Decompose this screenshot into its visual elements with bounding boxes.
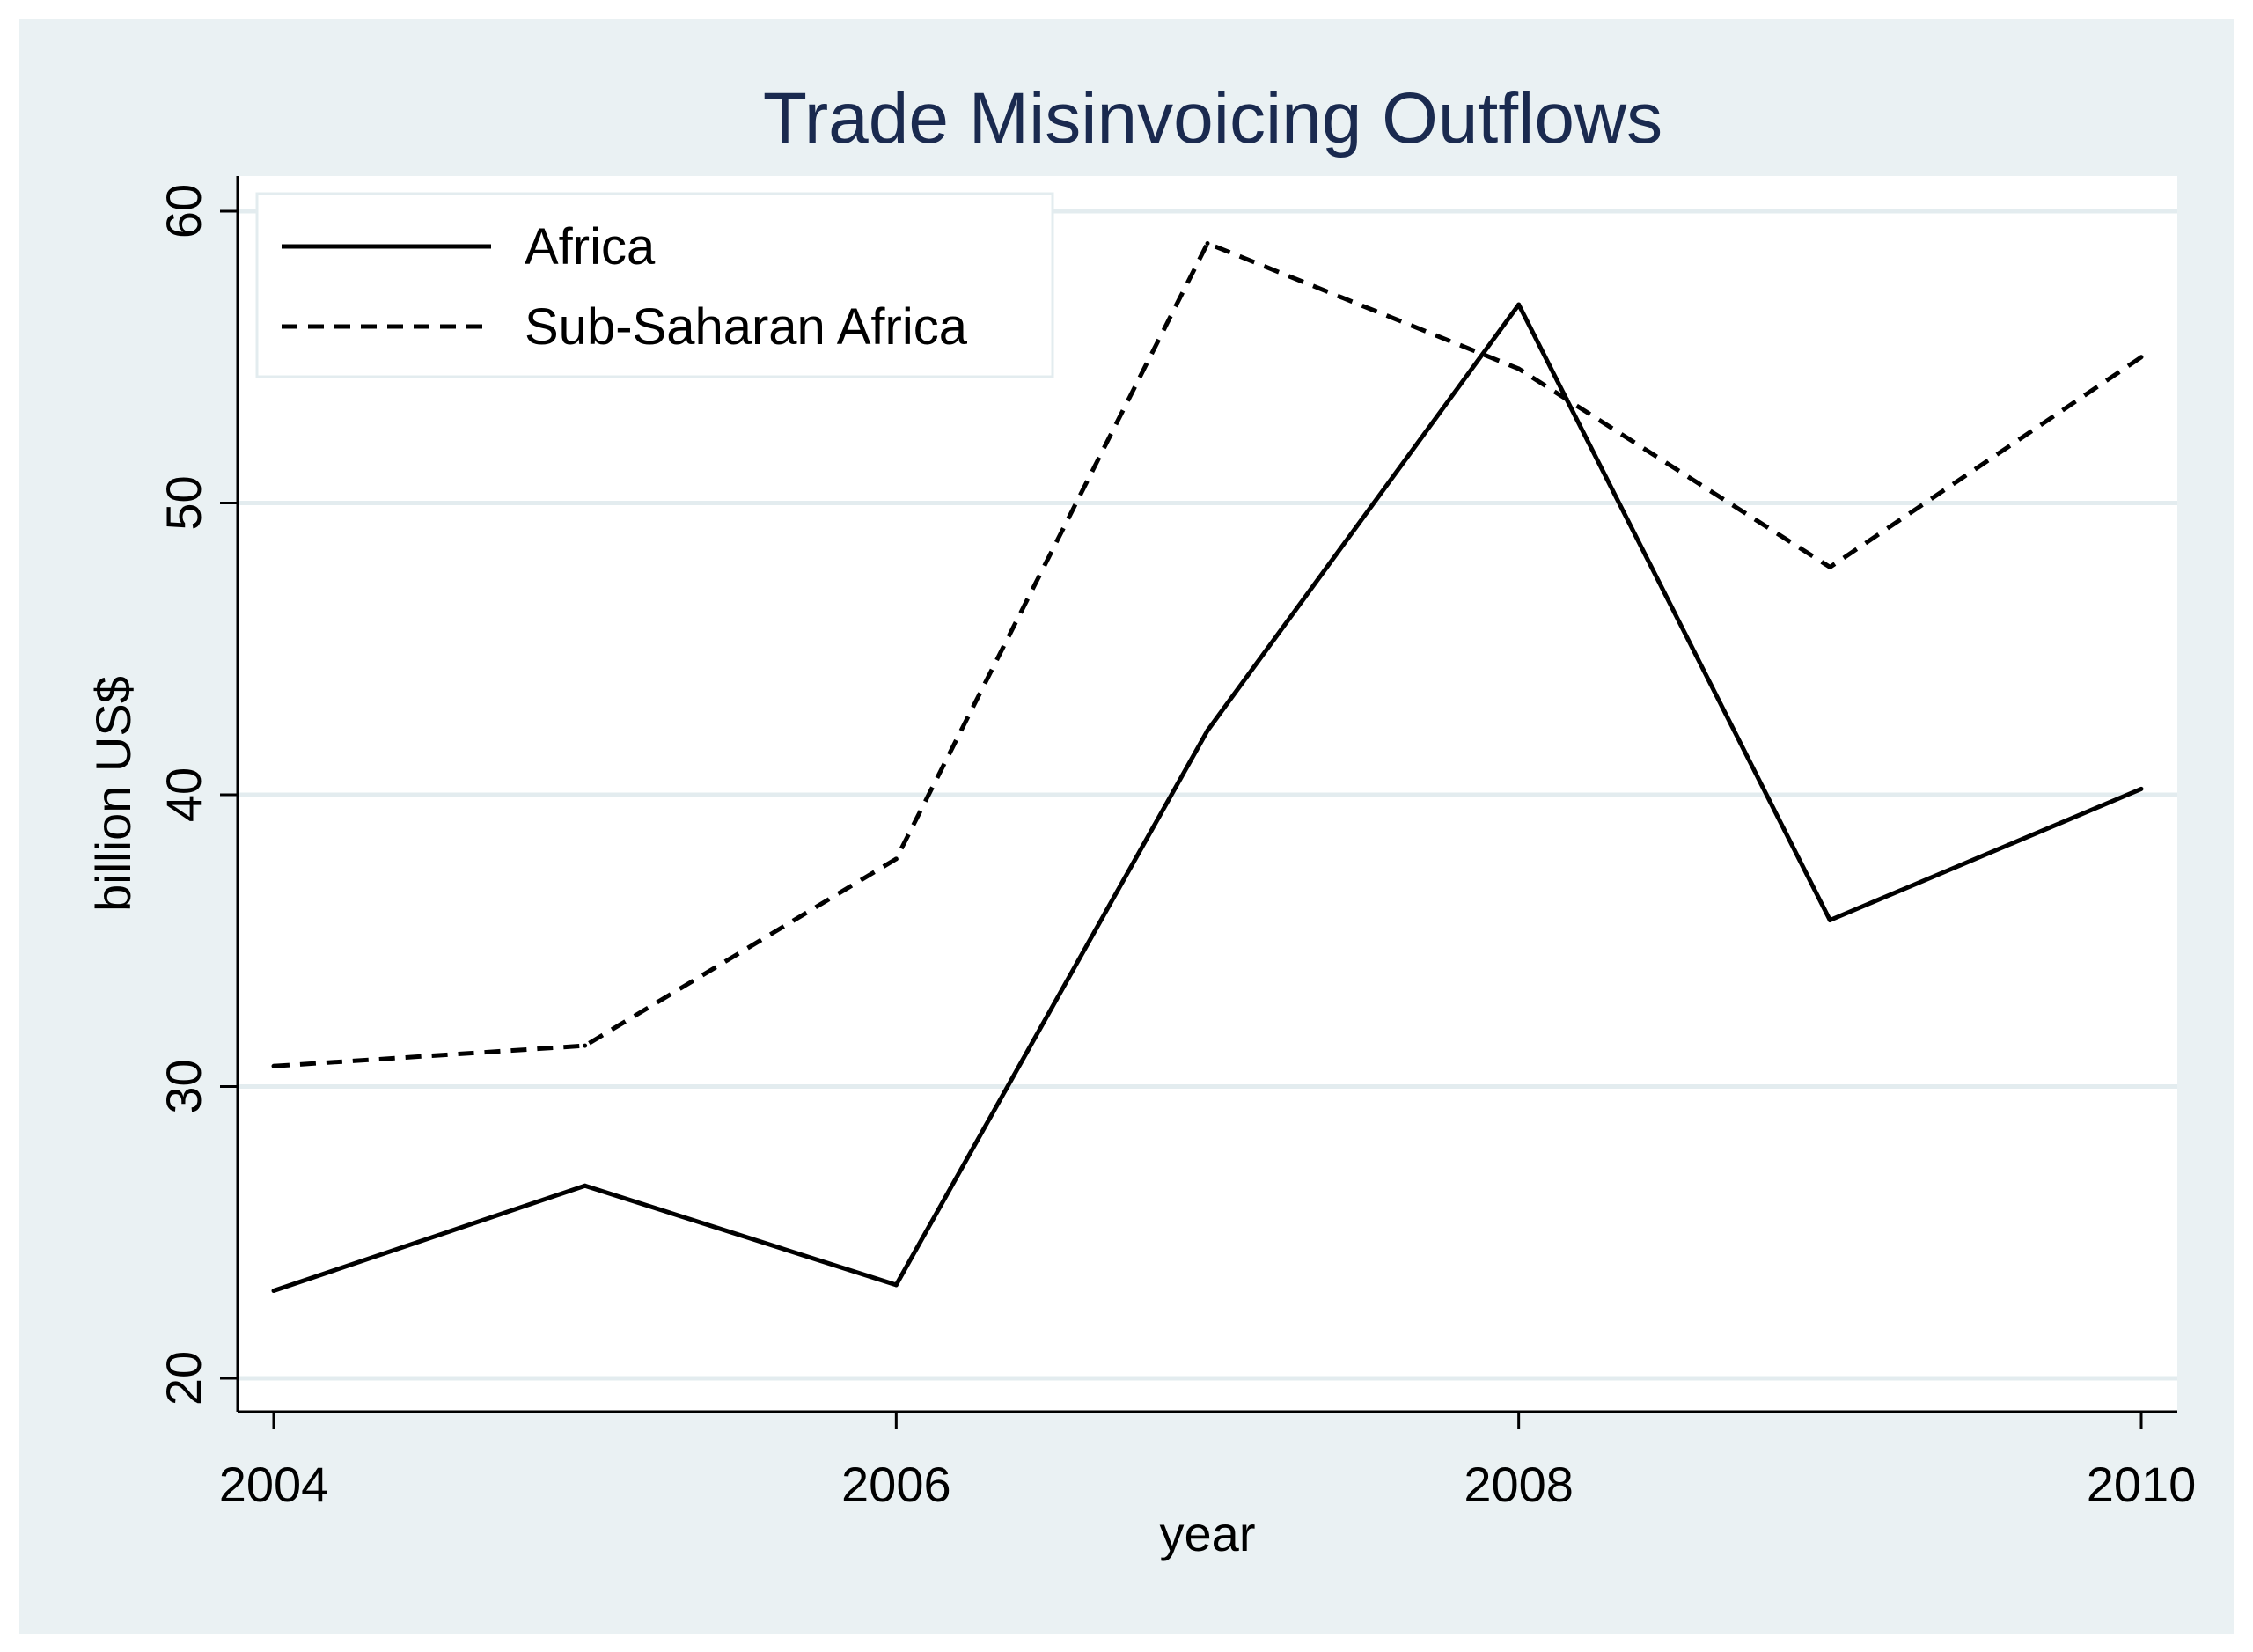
data-point-sub-saharan-africa-2004: [271, 1063, 276, 1068]
legend-label-sub-saharan-africa: Sub-Saharan Africa: [525, 298, 968, 356]
y-tick-label-40: 40: [156, 767, 211, 822]
data-point-africa-2008: [1516, 302, 1522, 307]
data-point-africa-2010: [2139, 786, 2144, 791]
data-point-africa-2009: [1827, 918, 1832, 923]
data-point-africa-2005: [583, 1183, 588, 1188]
y-tick-label-30: 30: [156, 1059, 211, 1113]
y-tick-label-20: 20: [156, 1351, 211, 1406]
data-point-sub-saharan-africa-2010: [2139, 355, 2144, 360]
data-point-africa-2006: [893, 1282, 899, 1288]
data-point-sub-saharan-africa-2005: [583, 1043, 588, 1048]
chart-title: Trade Misinvoicing Outflows: [763, 78, 1662, 158]
x-tick-label-2008: 2008: [1464, 1457, 1574, 1512]
legend-label-africa: Africa: [525, 218, 656, 275]
data-point-africa-2004: [271, 1289, 276, 1294]
y-axis-label: billion US$: [85, 676, 141, 912]
x-tick-label-2004: 2004: [219, 1457, 329, 1512]
x-ticks: 2004 2006 2008 2010: [219, 1412, 2197, 1512]
data-point-sub-saharan-africa-2009: [1827, 564, 1832, 569]
data-point-sub-saharan-africa-2007: [1205, 240, 1210, 246]
data-point-sub-saharan-africa-2006: [893, 856, 899, 862]
data-point-sub-saharan-africa-2008: [1516, 366, 1522, 371]
data-point-africa-2007: [1205, 728, 1210, 733]
x-tick-label-2006: 2006: [841, 1457, 951, 1512]
legend-box: [255, 192, 1054, 378]
y-tick-label-60: 60: [156, 184, 211, 239]
series-lines: [271, 240, 2144, 1294]
y-tick-label-50: 50: [156, 475, 211, 530]
legend: Africa Sub-Saharan Africa: [255, 192, 1054, 378]
x-tick-label-2010: 2010: [2087, 1457, 2197, 1512]
x-axis-label: year: [1160, 1506, 1256, 1561]
y-ticks: 20 30 40 50 60: [156, 184, 238, 1406]
